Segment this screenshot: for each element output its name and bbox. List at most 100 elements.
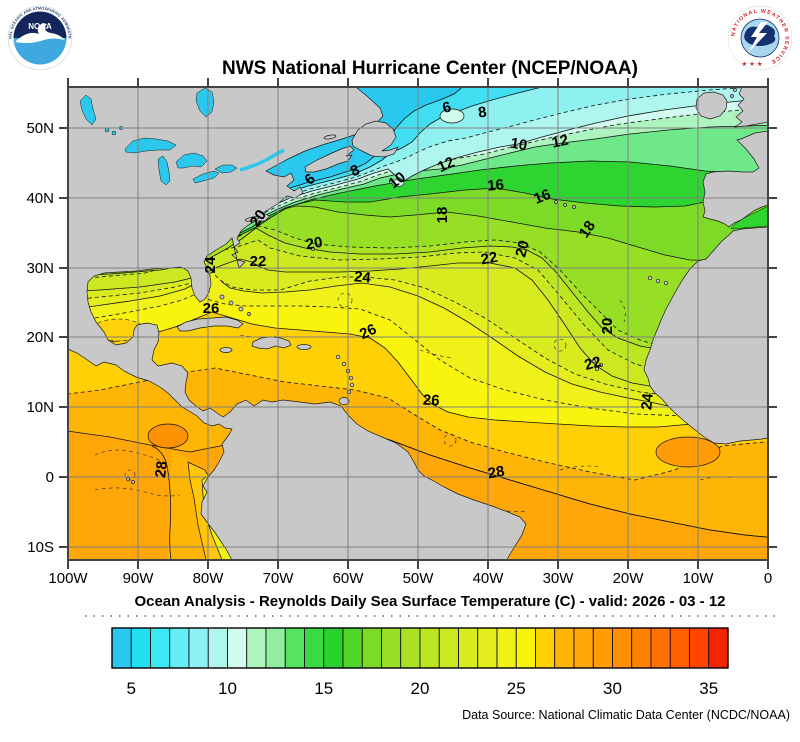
colorbar-cell (496, 627, 517, 669)
contour-label-20: 20 (599, 318, 616, 335)
island-cuba (176, 316, 244, 332)
colorbar-cell (419, 627, 440, 669)
colorbar-tick-10: 10 (218, 679, 237, 698)
contour-label-22: 22 (583, 353, 604, 374)
contour-label-16: 16 (531, 186, 553, 208)
contour-label-24: 24 (638, 392, 656, 411)
colorbar-cell (554, 627, 575, 669)
colorbar-cell (708, 627, 729, 669)
nws-lightning-icon (748, 22, 768, 53)
land-anticosti (323, 134, 337, 140)
colorbar-cell (323, 627, 344, 669)
colorbar-cell (477, 627, 498, 669)
colorbar-cell (188, 627, 209, 669)
islands-lesser-antilles (335, 354, 355, 395)
lake-winnipeg (79, 94, 97, 126)
lat-label: 10N (26, 399, 54, 416)
lat-label: 30N (26, 260, 54, 277)
colorbar-cell (438, 627, 459, 669)
colorbar-cell (265, 627, 286, 669)
colorbar-tick-labels: 5 10 15 20 25 30 35 (127, 679, 719, 698)
contour-label-12: 12 (550, 132, 570, 152)
lake-ontario (214, 164, 238, 174)
nws-stars: ★ ★ ★ (741, 60, 762, 68)
colorbar-cell (535, 627, 556, 669)
colorbar-cell (227, 627, 248, 669)
islands-canary (647, 275, 669, 286)
colorbar-cell (130, 627, 151, 669)
colorbar-cell (169, 627, 190, 669)
latitude-axis-labels: 50N 40N 30N 20N 10N 0 10S (26, 120, 54, 556)
noaa-acronym: NOAA (28, 22, 52, 31)
lon-label: 40W (473, 570, 505, 587)
colorbar-cell (650, 627, 671, 669)
island-jamaica (219, 347, 233, 353)
contour-label-16: 16 (487, 176, 505, 194)
colorbar-cell (592, 627, 613, 669)
land-africa (643, 226, 768, 445)
lon-label: 80W (193, 570, 225, 587)
land-ireland (695, 91, 728, 120)
colorbar-cell (458, 627, 479, 669)
colorbar-tick-15: 15 (314, 679, 333, 698)
lon-label: 10W (683, 570, 715, 587)
colorbar-cell (515, 627, 536, 669)
colorbar-cell (304, 627, 325, 669)
colorbar-cell (284, 627, 305, 669)
nws-logo: NATIONAL WEATHER SERVICE ★ ★ ★ (727, 5, 793, 71)
lat-label: 50N (26, 120, 54, 137)
contour-label-12: 12 (435, 154, 457, 176)
land-great-britain (733, 87, 768, 128)
colorbar-tick-30: 30 (603, 679, 622, 698)
land-long-island (244, 216, 260, 222)
contour-label-8: 8 (477, 104, 488, 122)
colorbar-tick-20: 20 (411, 679, 430, 698)
mediterranean-water (730, 205, 768, 230)
colorbar-cell (631, 627, 652, 669)
island-bermuda (311, 247, 315, 251)
noaa-seagull-icon (15, 23, 65, 44)
land-north-south-america (68, 87, 527, 560)
colorbar-tick-25: 25 (507, 679, 526, 698)
contour-label-20: 20 (512, 239, 533, 260)
colorbar-cell (361, 627, 382, 669)
lon-label: 100W (48, 570, 88, 587)
colorbar-border (111, 627, 729, 669)
lat-label: 10S (27, 539, 54, 556)
pacific-28-contour (151, 445, 172, 560)
page-title: NWS National Hurricane Center (NCEP/NOAA… (222, 58, 638, 79)
contour-label-18: 18 (434, 207, 451, 224)
guinea-warm-pocket (655, 436, 721, 468)
colorbar-cell (150, 627, 171, 669)
lon-label: 60W (333, 570, 365, 587)
colorbar-cell (381, 627, 402, 669)
contour-label-28: 28 (152, 460, 171, 479)
pacific-29-warm-pool (147, 423, 189, 449)
lake-michigan (157, 155, 171, 186)
contour-label-24: 24 (353, 268, 372, 286)
colorbar-cell (111, 627, 132, 669)
noaa-logo: NATIONAL OCEANIC AND ATMOSPHERIC ADMINIS… (0, 0, 73, 71)
front-pale-pocket (391, 179, 405, 187)
temperature-colorbar (111, 627, 729, 669)
colorbar-cell (342, 627, 363, 669)
contour-label-10: 10 (385, 169, 409, 193)
lon-label: 50W (403, 570, 435, 587)
lon-label: 0 (764, 570, 772, 587)
contour-label-24: 24 (202, 256, 219, 273)
colorbar-cell (573, 627, 594, 669)
contour-label-28: 28 (487, 463, 506, 483)
contour-label-22: 22 (250, 253, 267, 270)
st-lawrence-river (239, 148, 285, 172)
land-europe-france-iberia (702, 130, 768, 228)
colorbar-cell (400, 627, 421, 669)
islands-azores (554, 200, 576, 209)
noaa-logo-sea (13, 38, 67, 65)
contour-label-20: 20 (305, 234, 324, 254)
data-source-note: Data Source: National Climatic Data Cent… (462, 708, 790, 722)
colorbar-cell (689, 627, 710, 669)
islands-galapagos (126, 477, 135, 484)
contour-label-22: 22 (480, 249, 499, 269)
lon-label: 70W (263, 570, 295, 587)
